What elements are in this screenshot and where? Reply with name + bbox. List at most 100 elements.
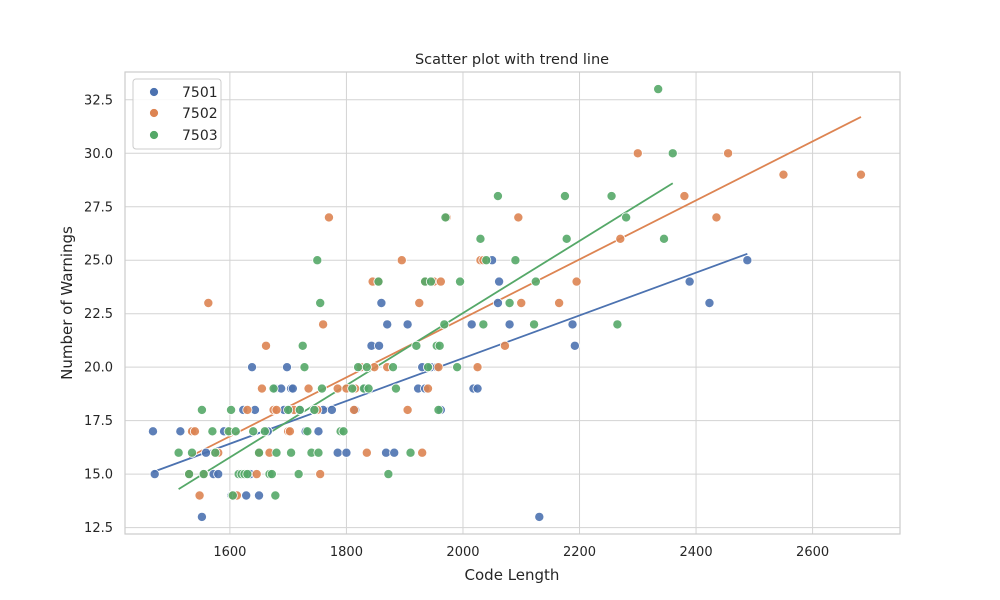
grid-lines [125,72,900,534]
data-point-7501 [492,297,503,308]
y-tick-label: 30.0 [84,147,113,162]
data-point-7503 [452,362,463,373]
data-point-7503 [621,212,632,223]
data-point-7503 [198,469,209,480]
x-tick-label: 2200 [563,545,596,560]
data-point-7502 [194,490,205,501]
data-point-7501 [472,383,483,394]
data-point-7501 [200,447,211,458]
trend-line-7502 [188,116,862,458]
data-point-7503 [230,426,241,437]
data-point-7501 [534,511,545,522]
data-point-7502 [778,169,789,180]
data-point-7503 [529,319,540,330]
data-point-7503 [504,297,515,308]
data-point-7502 [303,383,314,394]
data-point-7503 [338,426,349,437]
data-point-7503 [373,276,384,287]
data-point-7503 [659,233,670,244]
series-7502 [184,148,866,501]
legend-label-7501: 7501 [182,85,218,101]
data-point-7503 [361,362,372,373]
data-point-7501 [175,426,186,437]
data-point-7503 [510,255,521,266]
data-points [147,84,866,522]
data-point-7501 [494,276,505,287]
data-point-7501 [389,447,400,458]
data-point-7502 [499,340,510,351]
data-point-7502 [332,383,343,394]
data-point-7503 [425,276,436,287]
data-point-7501 [196,511,207,522]
data-point-7503 [347,383,358,394]
data-point-7503 [423,362,434,373]
data-point-7503 [242,469,253,480]
data-point-7502 [271,404,282,415]
data-point-7502 [361,447,372,458]
data-point-7501 [504,319,515,330]
data-point-7502 [417,447,428,458]
data-point-7501 [569,340,580,351]
data-point-7503 [210,447,221,458]
data-point-7503 [492,191,503,202]
data-point-7502 [203,297,214,308]
data-point-7503 [455,276,466,287]
data-point-7503 [383,469,394,480]
y-tick-label: 25.0 [84,254,113,269]
data-point-7503 [173,447,184,458]
data-point-7503 [270,490,281,501]
data-point-7503 [405,447,416,458]
data-point-7501 [247,362,258,373]
data-point-7502 [349,404,360,415]
data-point-7501 [382,319,393,330]
data-point-7501 [254,490,265,501]
data-point-7501 [402,319,413,330]
series-7503 [173,84,678,501]
x-tick-label: 1600 [213,545,246,560]
data-point-7503 [363,383,374,394]
y-axis-title: Number of Warnings [58,226,76,380]
y-tick-label: 17.5 [84,414,113,429]
data-point-7502 [318,319,329,330]
data-point-7503 [259,426,270,437]
data-point-7503 [612,319,623,330]
data-point-7501 [374,340,385,351]
data-point-7503 [439,319,450,330]
data-point-7502 [711,212,722,223]
y-tick-label: 15.0 [84,468,113,483]
data-point-7503 [299,362,310,373]
y-tick-label: 20.0 [84,361,113,376]
x-tick-label: 2600 [796,545,829,560]
data-point-7501 [684,276,695,287]
data-point-7502 [632,148,643,159]
data-point-7501 [241,490,252,501]
data-point-7502 [554,297,565,308]
data-point-7503 [268,383,279,394]
data-point-7503 [312,255,323,266]
data-point-7502 [723,148,734,159]
trend-line-7503 [178,182,674,490]
data-point-7503 [283,404,294,415]
data-point-7503 [478,319,489,330]
data-point-7502 [423,383,434,394]
data-point-7503 [184,469,195,480]
data-point-7501 [213,469,224,480]
chart-title: Scatter plot with trend line [415,52,609,68]
data-point-7502 [242,404,253,415]
y-tick-label: 22.5 [84,307,113,322]
data-point-7501 [376,297,387,308]
data-point-7501 [149,469,160,480]
x-axis-title: Code Length [465,566,560,584]
legend: 7501 7502 7503 [132,78,222,150]
data-point-7503 [297,340,308,351]
data-point-7503 [187,447,198,458]
data-point-7502 [284,426,295,437]
data-point-7502 [414,297,425,308]
data-point-7503 [196,404,207,415]
y-tick-label: 27.5 [84,200,113,215]
data-point-7503 [475,233,486,244]
data-point-7503 [271,447,282,458]
data-point-7502 [256,383,267,394]
